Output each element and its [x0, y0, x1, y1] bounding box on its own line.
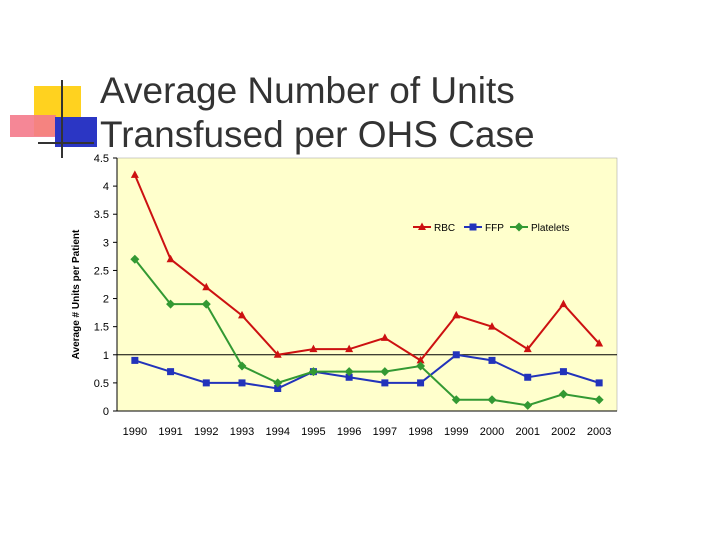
- point-platelets: [594, 395, 604, 405]
- point-platelets: [201, 299, 211, 309]
- x-tick-label: 1996: [337, 426, 361, 438]
- point-ffp: [381, 379, 389, 387]
- series-line-ffp: [134, 353, 600, 390]
- x-tick-label: 1993: [230, 426, 254, 438]
- point-rbc: [488, 322, 496, 330]
- point-rbc: [416, 355, 425, 364]
- point-platelets: [308, 367, 318, 377]
- point-rbc: [130, 170, 139, 178]
- y-tick-label: 4: [103, 181, 109, 193]
- point-platelets: [166, 299, 176, 309]
- point-rbc: [380, 333, 389, 341]
- point-rbc: [559, 299, 568, 308]
- x-tick-label: 1995: [301, 426, 325, 438]
- series-line-rbc: [133, 174, 600, 362]
- plot-area: [116, 157, 618, 412]
- point-ffp: [131, 356, 139, 364]
- point-rbc: [202, 282, 211, 291]
- x-tick-label: 1997: [373, 426, 397, 438]
- y-tick-label: 0.5: [94, 378, 109, 390]
- point-platelets: [487, 395, 497, 405]
- legend-label-platelets: Platelets: [531, 223, 569, 234]
- y-tick-label: 2.5: [94, 265, 109, 277]
- y-tick-label: 1: [103, 350, 109, 362]
- x-tick-label: 1990: [123, 426, 147, 438]
- x-tick-label: 1998: [408, 426, 432, 438]
- legend-marker-ffp: [469, 223, 477, 231]
- x-tick-label: 2002: [551, 426, 575, 438]
- decor-pink-bar: [10, 115, 56, 137]
- decor-horizontal-line: [38, 142, 94, 144]
- point-rbc: [238, 310, 246, 319]
- x-tick-label: 1991: [158, 426, 182, 438]
- point-ffp: [452, 351, 460, 359]
- y-tick-label: 3.5: [94, 209, 109, 221]
- point-ffp: [202, 379, 210, 387]
- legend-marker-rbc: [418, 222, 426, 230]
- x-tick-label: 1992: [194, 426, 218, 438]
- point-rbc: [273, 350, 282, 358]
- point-ffp: [274, 385, 282, 393]
- point-platelets: [523, 400, 533, 410]
- point-rbc: [452, 310, 461, 319]
- decor-vertical-line: [61, 80, 63, 158]
- legend-label-ffp: FFP: [485, 223, 504, 234]
- point-platelets: [380, 367, 390, 377]
- point-platelets: [273, 378, 283, 388]
- legend-marker-platelets: [514, 222, 524, 232]
- point-platelets: [344, 367, 354, 377]
- point-ffp: [417, 379, 425, 387]
- slide-title-line-1: Average Number of Units: [100, 69, 515, 111]
- point-platelets: [416, 361, 426, 371]
- y-tick-label: 2: [103, 294, 109, 306]
- series-line-platelets: [134, 258, 600, 407]
- point-ffp: [559, 368, 567, 376]
- x-tick-label: 1999: [444, 426, 468, 438]
- x-tick-label: 1994: [265, 426, 289, 438]
- point-ffp: [238, 379, 246, 387]
- point-rbc: [309, 344, 318, 353]
- slide-title-line-2: Transfused per OHS Case: [100, 113, 535, 155]
- x-tick-label: 2003: [587, 426, 611, 438]
- point-rbc: [523, 344, 532, 353]
- x-tick-label: 2000: [480, 426, 504, 438]
- slide-title: Average Number of Units Transfused per O…: [100, 69, 700, 157]
- point-rbc: [595, 339, 604, 347]
- point-ffp: [595, 379, 603, 387]
- point-platelets: [451, 395, 461, 405]
- point-platelets: [130, 254, 140, 264]
- y-tick-label: 3: [103, 237, 109, 249]
- point-ffp: [488, 356, 496, 364]
- point-ffp: [167, 368, 175, 376]
- point-rbc: [345, 344, 354, 353]
- y-tick-label: 1.5: [94, 322, 109, 334]
- point-ffp: [524, 373, 532, 381]
- point-platelets: [237, 361, 247, 371]
- x-tick-label: 2001: [515, 426, 539, 438]
- y-axis-title: Average # Units per Patient: [71, 229, 82, 359]
- y-tick-label: 4.5: [94, 153, 109, 165]
- point-rbc: [166, 254, 175, 263]
- legend-label-rbc: RBC: [434, 223, 455, 234]
- point-ffp: [345, 373, 353, 381]
- y-tick-label: 0: [103, 406, 109, 418]
- point-platelets: [558, 389, 568, 399]
